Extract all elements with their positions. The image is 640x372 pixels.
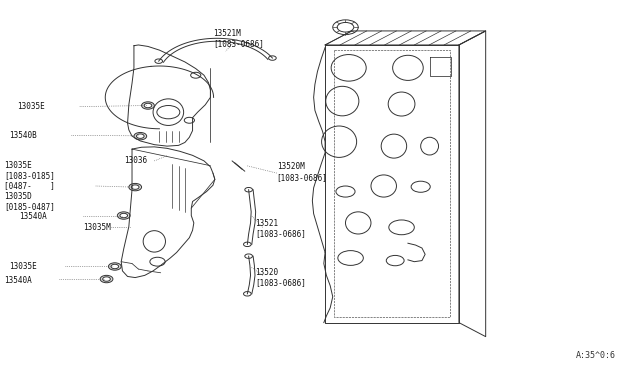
Circle shape [100, 275, 113, 283]
Circle shape [136, 134, 144, 138]
Circle shape [102, 277, 110, 281]
Text: 13035M: 13035M [83, 223, 111, 232]
Text: 13520M
[1083-0686]: 13520M [1083-0686] [276, 162, 328, 182]
Text: 13036: 13036 [124, 156, 147, 166]
Circle shape [141, 102, 154, 109]
Text: A:35^0:6: A:35^0:6 [576, 350, 616, 359]
Circle shape [337, 22, 354, 32]
Circle shape [129, 183, 141, 191]
Circle shape [117, 212, 130, 219]
Text: 13521
[1083-0686]: 13521 [1083-0686] [255, 219, 306, 238]
Circle shape [111, 264, 118, 269]
Circle shape [108, 263, 121, 270]
Circle shape [131, 185, 139, 189]
Text: 13540A: 13540A [19, 212, 47, 221]
Text: 13035E: 13035E [17, 102, 45, 111]
Circle shape [120, 213, 127, 218]
Text: 13035E: 13035E [9, 262, 36, 271]
Text: 13521M
[1083-0686]: 13521M [1083-0686] [213, 29, 264, 48]
Text: 13520
[1083-0686]: 13520 [1083-0686] [255, 268, 306, 287]
Circle shape [333, 20, 358, 35]
Circle shape [144, 103, 152, 108]
Circle shape [134, 132, 147, 140]
Text: 13540B: 13540B [9, 131, 36, 140]
Text: 13540A: 13540A [4, 276, 32, 285]
Text: 13035E
[1083-0185]
[0487-    ]
13035D
[0185-0487]: 13035E [1083-0185] [0487- ] 13035D [0185… [4, 161, 55, 211]
